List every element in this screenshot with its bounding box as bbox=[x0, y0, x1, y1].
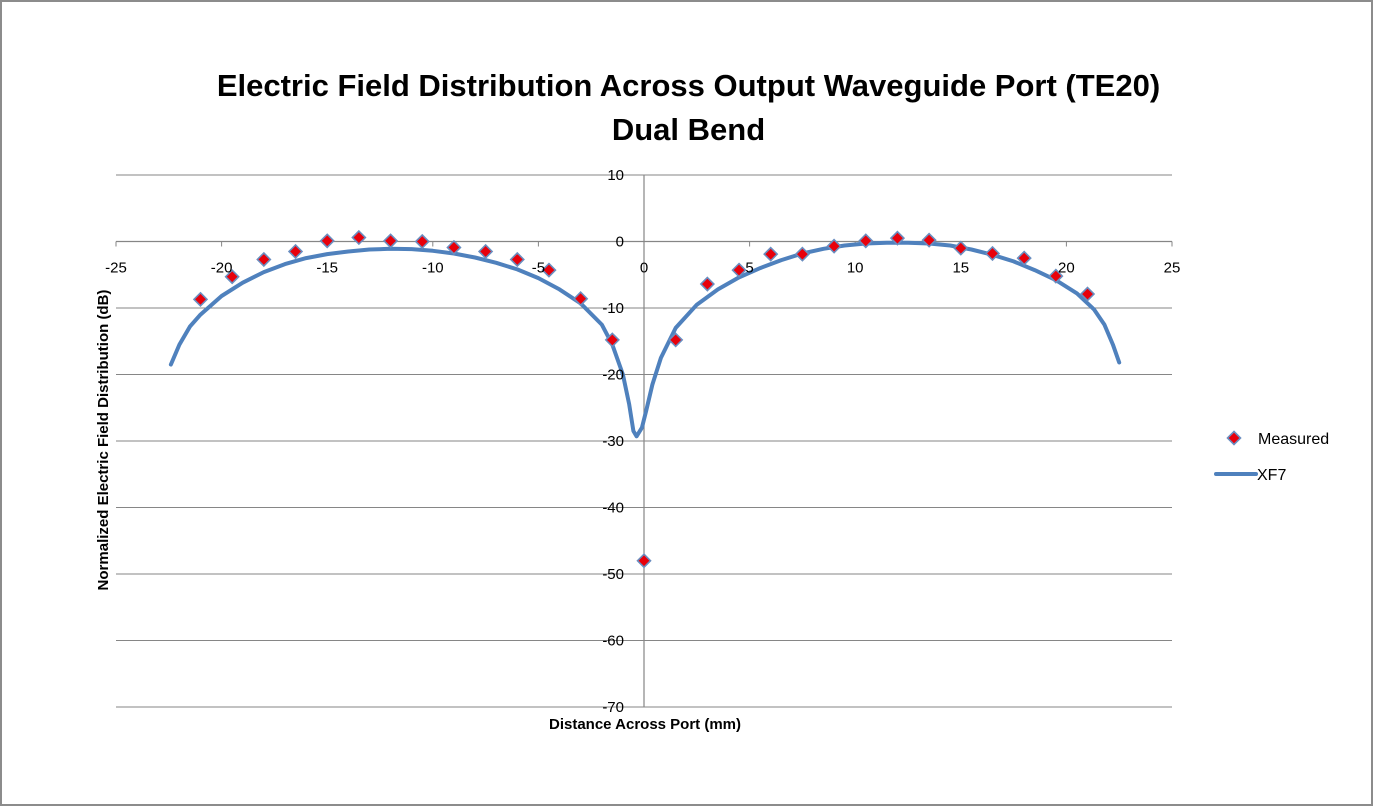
data-point bbox=[636, 553, 652, 569]
legend-label: XF7 bbox=[1257, 467, 1286, 484]
data-point bbox=[192, 291, 209, 307]
y-tick-label: 0 bbox=[616, 234, 624, 251]
series-line-xf7 bbox=[168, 240, 1122, 439]
data-point bbox=[921, 232, 937, 248]
y-tick-label: -30 bbox=[602, 433, 624, 450]
y-tick-label: -20 bbox=[602, 367, 624, 384]
data-point bbox=[1016, 250, 1032, 266]
data-point bbox=[953, 240, 969, 256]
data-point bbox=[477, 243, 494, 260]
data-point bbox=[446, 239, 462, 256]
data-point bbox=[287, 243, 304, 260]
data-point bbox=[604, 332, 620, 348]
legend-label: Measured bbox=[1258, 431, 1329, 448]
data-point bbox=[763, 246, 779, 262]
x-tick-label: 10 bbox=[847, 260, 864, 277]
chart-title: Electric Field Distribution Across Outpu… bbox=[216, 68, 1161, 103]
y-tick-label: -70 bbox=[602, 699, 624, 716]
y-tick-label: -50 bbox=[602, 566, 624, 583]
data-point bbox=[382, 233, 399, 249]
data-point bbox=[1048, 268, 1064, 284]
axes bbox=[115, 174, 1173, 708]
x-axis-title: Distance Across Port (mm) bbox=[549, 716, 741, 733]
data-point bbox=[858, 233, 874, 249]
y-tick-label: -10 bbox=[602, 300, 624, 317]
tick-labels: -25 -20 -15 -10 -5 0 5 10 15 20 25100-10-20-30-40-… bbox=[105, 167, 1180, 716]
x-tick-label: 0 bbox=[640, 260, 648, 277]
x-tick-label: 5 bbox=[745, 260, 753, 277]
legend: Measured XF7 bbox=[1214, 430, 1329, 484]
data-point bbox=[224, 269, 240, 285]
y-tick-label: 10 bbox=[607, 167, 624, 184]
data-point bbox=[731, 262, 747, 278]
data-point bbox=[699, 276, 715, 292]
x-tick-label: -10 bbox=[422, 260, 444, 277]
y-tick-label: -60 bbox=[602, 633, 624, 650]
series-layer bbox=[168, 229, 1122, 569]
data-point bbox=[794, 246, 811, 262]
data-point bbox=[984, 245, 1001, 262]
y-axis-title: Normalized Electric Field Distribution (… bbox=[95, 290, 112, 591]
data-point bbox=[573, 291, 589, 307]
x-tick-label: -25 bbox=[105, 260, 127, 277]
data-point bbox=[509, 251, 525, 268]
data-point bbox=[541, 262, 557, 278]
data-point bbox=[668, 332, 684, 348]
x-tick-label: -20 bbox=[211, 260, 233, 277]
legend-marker-measured bbox=[1226, 430, 1242, 446]
x-tick-label: 15 bbox=[952, 260, 969, 277]
data-point bbox=[414, 233, 430, 250]
data-point bbox=[351, 229, 367, 246]
x-tick-label: -15 bbox=[316, 260, 338, 277]
x-tick-label: 20 bbox=[1058, 260, 1075, 277]
data-point bbox=[256, 251, 272, 268]
data-point bbox=[319, 233, 335, 249]
data-point bbox=[826, 238, 842, 254]
data-point bbox=[889, 230, 906, 246]
data-point bbox=[1079, 286, 1096, 302]
chart-subtitle: Dual Bend bbox=[611, 112, 766, 147]
y-tick-label: -40 bbox=[602, 500, 624, 517]
x-tick-label: -5 bbox=[532, 260, 545, 277]
x-tick-label: 25 bbox=[1164, 260, 1181, 277]
